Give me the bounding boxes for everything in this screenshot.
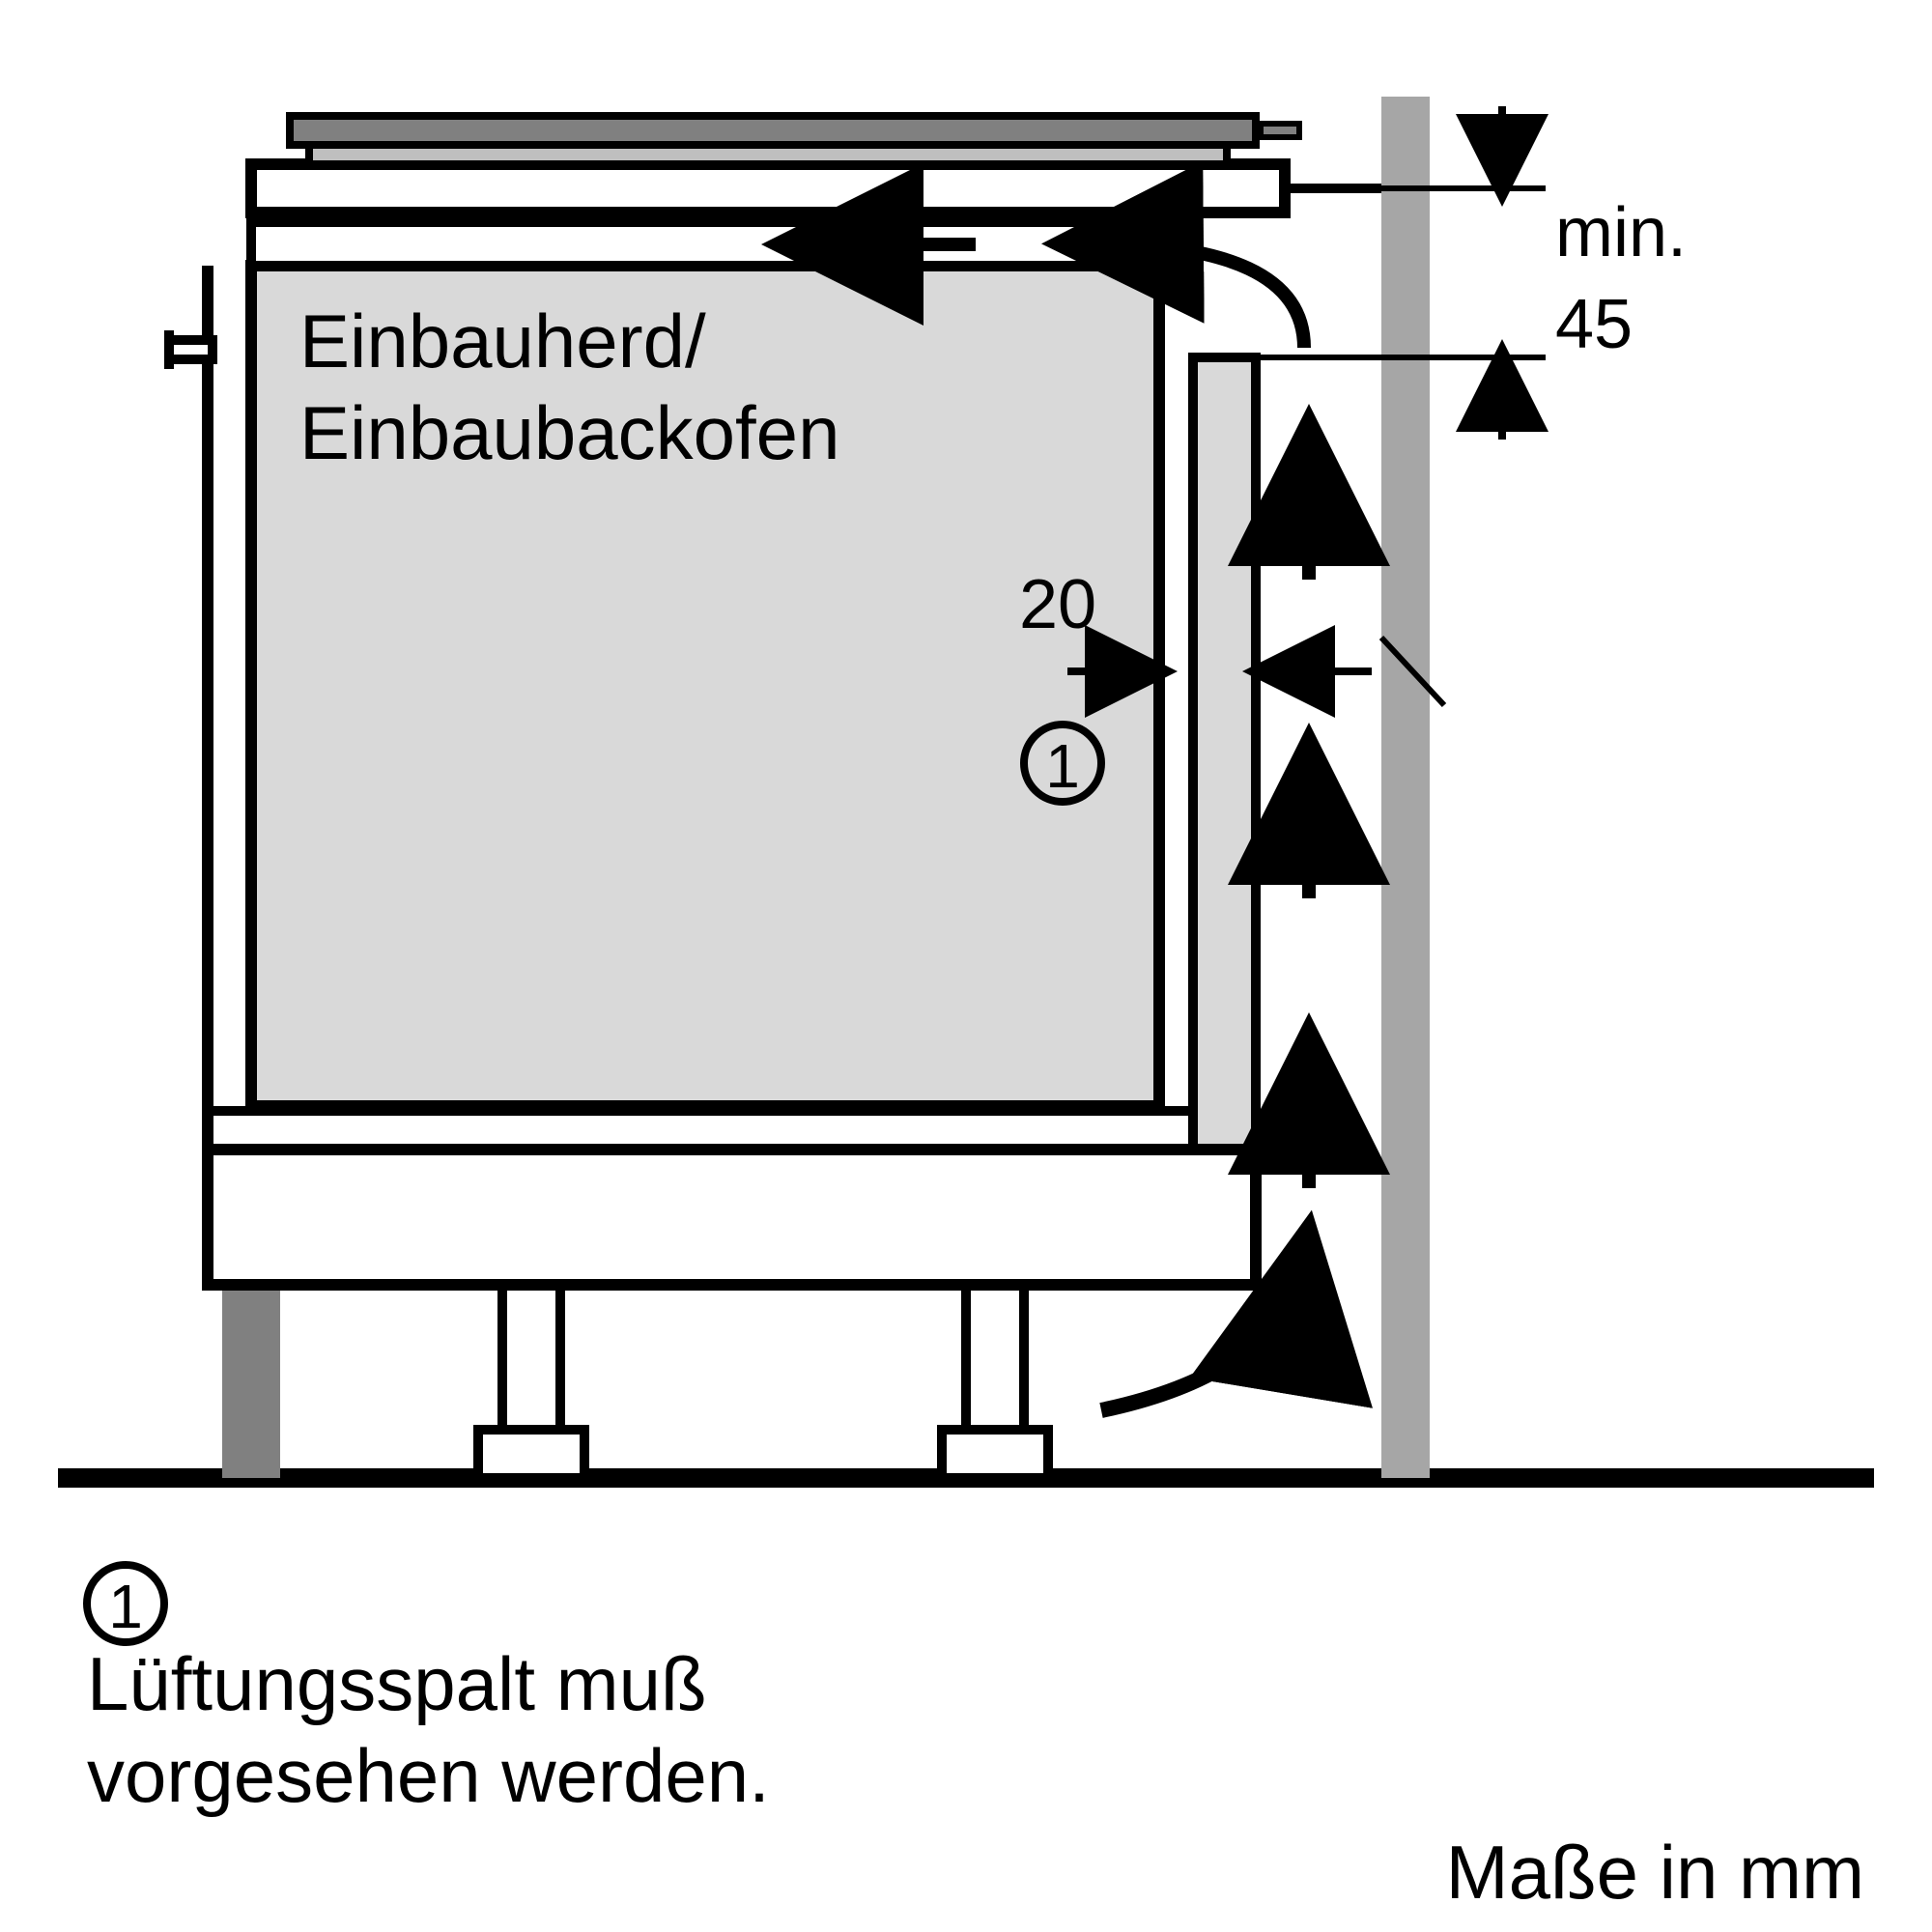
footnote-symbol: 1 <box>87 1565 164 1642</box>
units-label: Maße in mm <box>1446 1830 1864 1915</box>
footnote-line2: vorgesehen werden. <box>87 1733 770 1818</box>
footnote-symbol-text: 1 <box>108 1572 143 1641</box>
label-45: 45 <box>1555 286 1633 363</box>
label-20: 20 <box>1019 566 1096 643</box>
oven-top-gap <box>251 222 1159 266</box>
cabinet-foot-right <box>942 1285 1048 1478</box>
installation-diagram: min. 45 20 1 Einbauherd/ Einbaubackofen … <box>0 0 1932 1932</box>
cabinet-plinth <box>208 1150 1256 1285</box>
appliance-label-line2: Einbaubackofen <box>299 390 839 475</box>
leg-shadow <box>222 1285 280 1478</box>
cooktop <box>251 116 1299 213</box>
label-min: min. <box>1555 194 1687 271</box>
oven-handle <box>169 330 213 369</box>
appliance-label-line1: Einbauherd/ <box>299 298 706 384</box>
cabinet-rear-panel <box>1193 357 1256 1265</box>
footnote-line1: Lüftungsspalt muß <box>87 1641 707 1726</box>
cabinet-foot-left <box>478 1285 584 1478</box>
callout-1-text: 1 <box>1045 731 1080 801</box>
wall <box>1381 97 1430 1478</box>
